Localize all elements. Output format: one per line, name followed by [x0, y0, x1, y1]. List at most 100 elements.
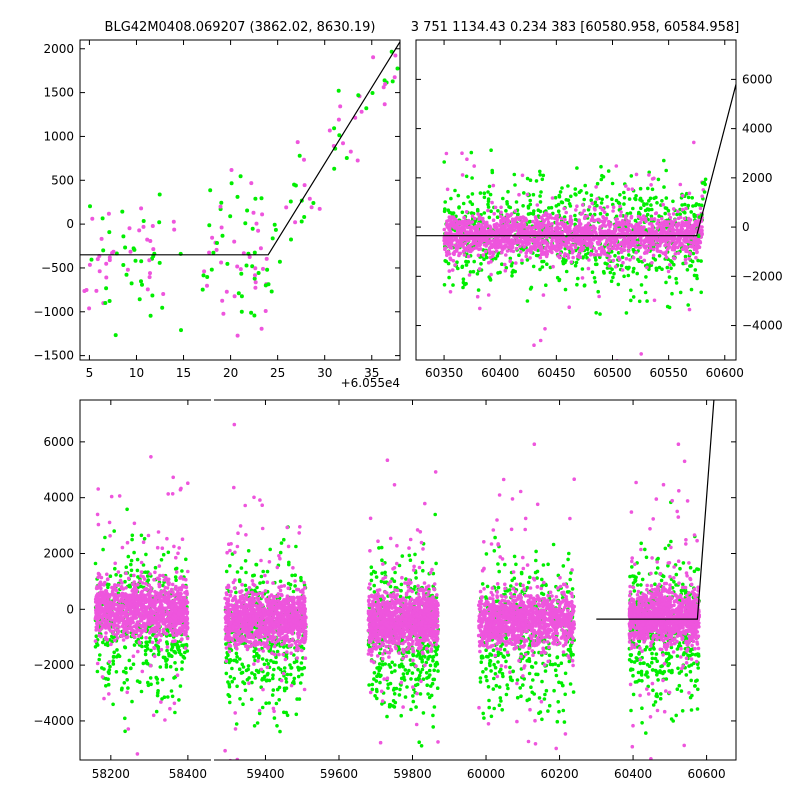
data-point [634, 228, 638, 232]
data-point [664, 255, 669, 260]
x-tick-label: 60350 [425, 366, 463, 380]
data-point [531, 264, 536, 269]
data-point [95, 512, 100, 517]
data-point [84, 288, 89, 292]
data-point [442, 209, 447, 214]
data-point [558, 251, 563, 256]
data-point [129, 603, 133, 607]
data-point [446, 236, 451, 240]
data-point [482, 257, 486, 262]
data-point [395, 66, 400, 71]
data-point [691, 244, 695, 249]
data-point [628, 258, 632, 262]
data-point [486, 199, 491, 204]
data-point [124, 666, 128, 671]
data-point [252, 276, 257, 281]
data-point [107, 299, 112, 303]
data-point [669, 220, 674, 225]
data-point [139, 570, 144, 574]
data-point [543, 327, 547, 331]
data-point [529, 228, 534, 232]
data-point [693, 224, 698, 228]
data-point [294, 544, 298, 549]
data-point [154, 709, 159, 714]
data-point [636, 214, 641, 219]
data-point [251, 210, 256, 215]
data-point [650, 261, 654, 265]
data-point [451, 283, 455, 287]
data-point [99, 582, 104, 586]
data-point [582, 283, 587, 288]
data-point [150, 640, 155, 645]
data-point [104, 261, 109, 266]
data-point [173, 609, 178, 614]
data-point [479, 262, 483, 266]
data-point [460, 264, 465, 269]
data-point [668, 245, 672, 249]
data-point [528, 178, 533, 182]
data-point [676, 251, 681, 255]
data-point [652, 298, 657, 303]
model-line [80, 41, 400, 256]
data-point [104, 676, 108, 681]
data-point [507, 245, 512, 250]
data-point [465, 238, 470, 243]
data-point [606, 219, 611, 224]
data-point [243, 221, 248, 226]
data-point [461, 280, 466, 285]
data-point [569, 247, 574, 252]
data-point [147, 275, 152, 280]
data-point [173, 710, 177, 715]
data-point [112, 650, 116, 655]
data-point [550, 222, 554, 226]
data-point [624, 242, 628, 246]
data-point [670, 260, 674, 265]
data-point [95, 604, 99, 608]
data-point [528, 211, 533, 216]
data-point [173, 575, 178, 579]
data-point [96, 571, 101, 576]
data-point [590, 201, 594, 206]
data-point [616, 251, 621, 255]
data-point [655, 226, 660, 230]
data-point [94, 586, 99, 591]
data-point [123, 579, 127, 584]
data-point [556, 209, 561, 213]
data-point [671, 199, 675, 204]
data-point [98, 599, 102, 603]
data-point [471, 226, 476, 230]
data-point [545, 249, 550, 254]
data-point [644, 219, 648, 224]
data-point [291, 589, 296, 594]
data-point [650, 207, 654, 212]
y-tick-label: 500 [51, 173, 74, 187]
data-point [101, 640, 105, 645]
data-point [675, 231, 679, 236]
data-point [605, 194, 609, 199]
data-point [259, 574, 264, 579]
data-point [693, 203, 698, 208]
data-point [152, 600, 156, 605]
data-point [557, 277, 562, 282]
data-point [139, 560, 144, 565]
x-tick-label: 60550 [650, 366, 688, 380]
data-point [607, 248, 611, 253]
data-point [295, 140, 300, 145]
data-point [609, 279, 614, 284]
data-point [627, 253, 631, 257]
data-point [138, 641, 142, 645]
data-point [584, 229, 589, 233]
data-point [538, 194, 542, 198]
data-point [165, 645, 170, 649]
data-point [578, 247, 583, 251]
data-point [692, 140, 696, 145]
data-point [130, 619, 134, 624]
data-point [138, 680, 142, 684]
data-point [117, 654, 122, 659]
data-point [637, 259, 641, 264]
data-point [593, 262, 598, 267]
data-point [451, 259, 456, 263]
data-point [569, 221, 574, 226]
data-point [629, 298, 633, 303]
data-point [494, 249, 499, 253]
